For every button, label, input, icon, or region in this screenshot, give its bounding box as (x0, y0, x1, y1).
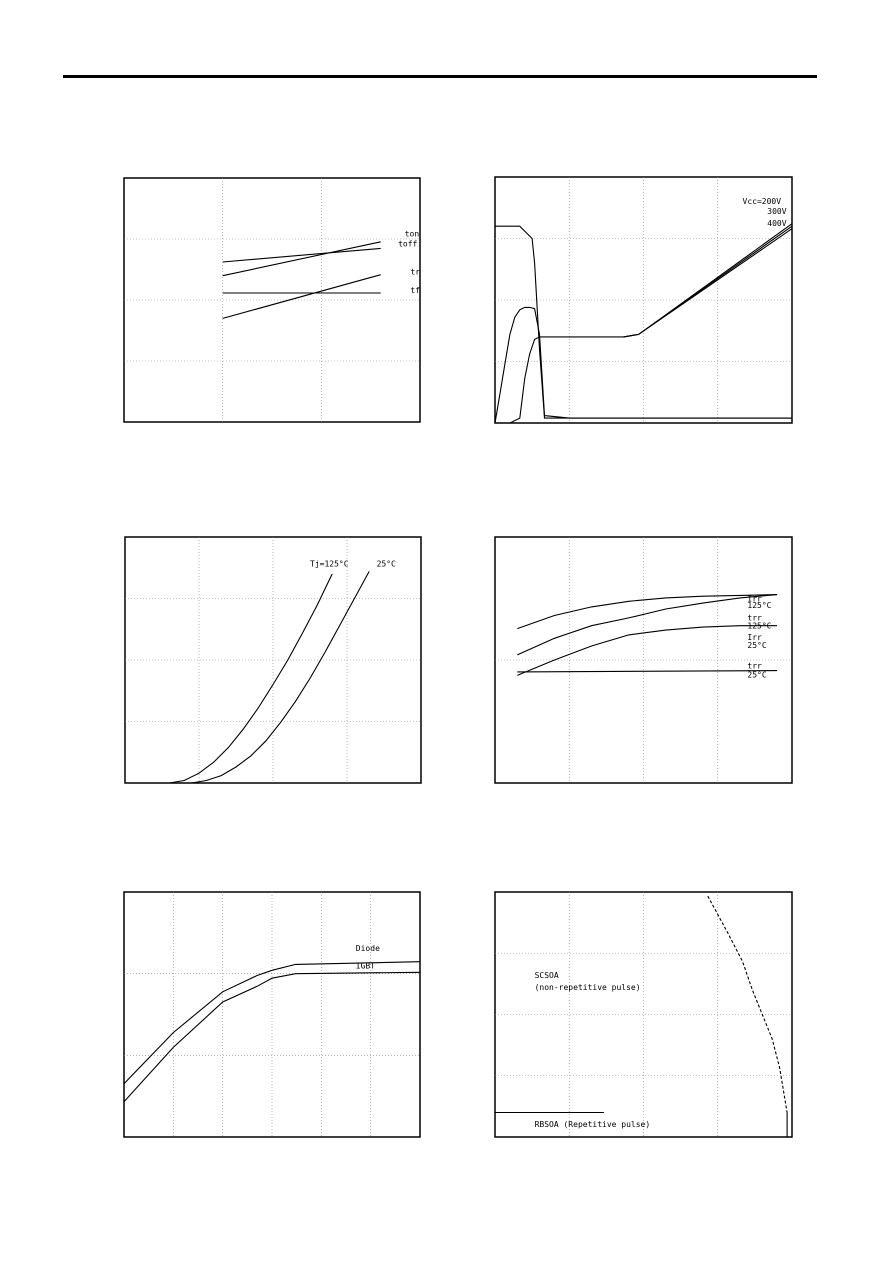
series-label: tr (410, 268, 420, 277)
series-label: 300V (767, 207, 786, 216)
series-label: SCSOA (535, 971, 559, 980)
series-label: Vcc=200V (743, 197, 782, 206)
series-label: (non-repetitive pulse) (535, 983, 641, 992)
header-rule (63, 75, 817, 78)
series-label: 25°C (747, 641, 766, 650)
series-line-toff (222, 247, 381, 263)
series-line-scsoa (707, 895, 788, 1113)
series-label: 25°C (377, 560, 396, 569)
series-label: 25°C (747, 671, 766, 680)
series-line-3 (623, 223, 793, 338)
series-label: 125°C (747, 601, 771, 610)
series-line-diode (123, 961, 421, 1085)
transient-thermal-impedance-chart: Diode IGBT (123, 891, 421, 1138)
series-line-irr-25-c (517, 625, 778, 676)
series-label: Diode (356, 944, 380, 953)
series-label: toff (398, 240, 417, 249)
series-label: trr (747, 662, 762, 671)
series-line-125-c (169, 573, 333, 784)
series-line-igbt (123, 971, 421, 1103)
series-label: tf (410, 286, 420, 295)
series-line-tr (222, 274, 381, 319)
series-label: IGBT (356, 962, 375, 971)
forward-characteristics-chart: Tj=125°C 25°C (124, 536, 422, 784)
series-line-trr-25-c (517, 670, 778, 673)
series-line-2 (495, 225, 792, 419)
safe-operating-area-chart: SCSOA (non-repetitive pulse) RBSOA (Repeti… (494, 891, 793, 1138)
series-label: Tj=125°C (310, 560, 349, 569)
series-label: trr (747, 613, 762, 622)
series-label: Irr (747, 594, 762, 603)
series-label: 125°C (747, 622, 771, 631)
series-label: 400V (767, 219, 786, 228)
series-line-4 (623, 228, 793, 338)
series-line-trr-125-c (517, 594, 778, 656)
series-line-25-c (191, 571, 370, 784)
series-line-irr-125-c (517, 594, 778, 630)
series-label: RBSOA (Repetitive pulse) (535, 1120, 651, 1129)
series-label: Irr (747, 633, 762, 642)
series-label: ton (405, 230, 420, 239)
series-line-ton (222, 241, 381, 277)
